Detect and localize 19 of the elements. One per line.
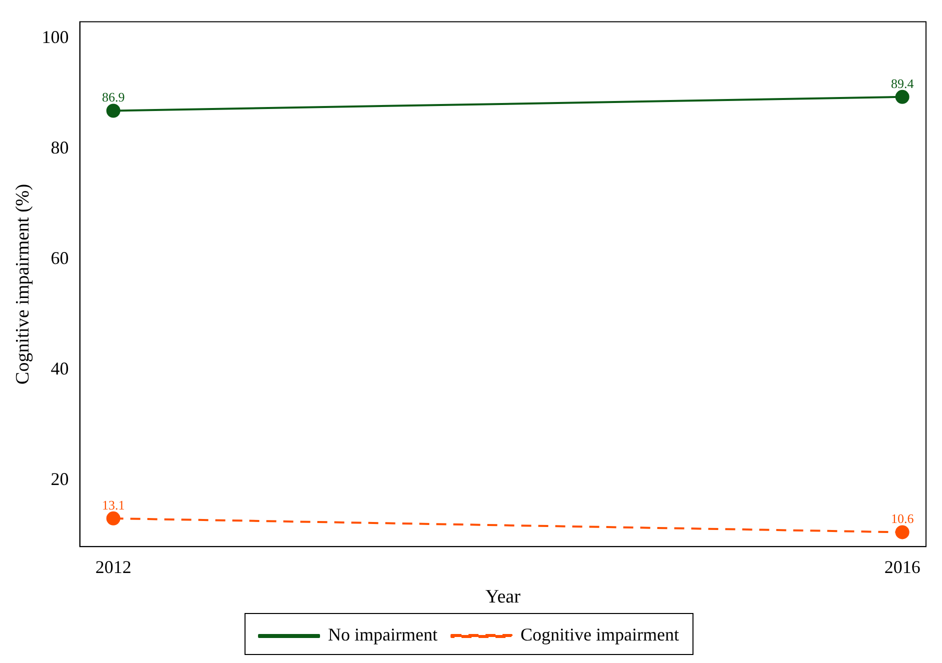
data-label: 89.4 bbox=[890, 76, 914, 91]
legend-label: Cognitive impairment bbox=[520, 624, 679, 645]
y-tick-label: 20 bbox=[50, 469, 69, 490]
y-tick-label: 60 bbox=[50, 248, 69, 268]
point bbox=[106, 511, 120, 526]
point bbox=[106, 104, 120, 118]
legend-label: No impairment bbox=[328, 624, 438, 645]
x-tick-label: 2012 bbox=[95, 557, 132, 578]
y-axis-title: Cognitive impairment (%) bbox=[12, 184, 34, 384]
y-tick-label: 40 bbox=[50, 358, 69, 379]
data-label: 13.1 bbox=[102, 497, 125, 512]
x-axis-title: Year bbox=[485, 586, 522, 608]
point bbox=[895, 90, 910, 104]
data-label: 10.6 bbox=[890, 511, 914, 526]
y-tick-label: 80 bbox=[50, 138, 69, 158]
data-label: 86.9 bbox=[102, 90, 125, 105]
point bbox=[895, 525, 910, 540]
x-tick-label: 2016 bbox=[884, 557, 920, 578]
y-tick-label: 100 bbox=[42, 27, 69, 48]
